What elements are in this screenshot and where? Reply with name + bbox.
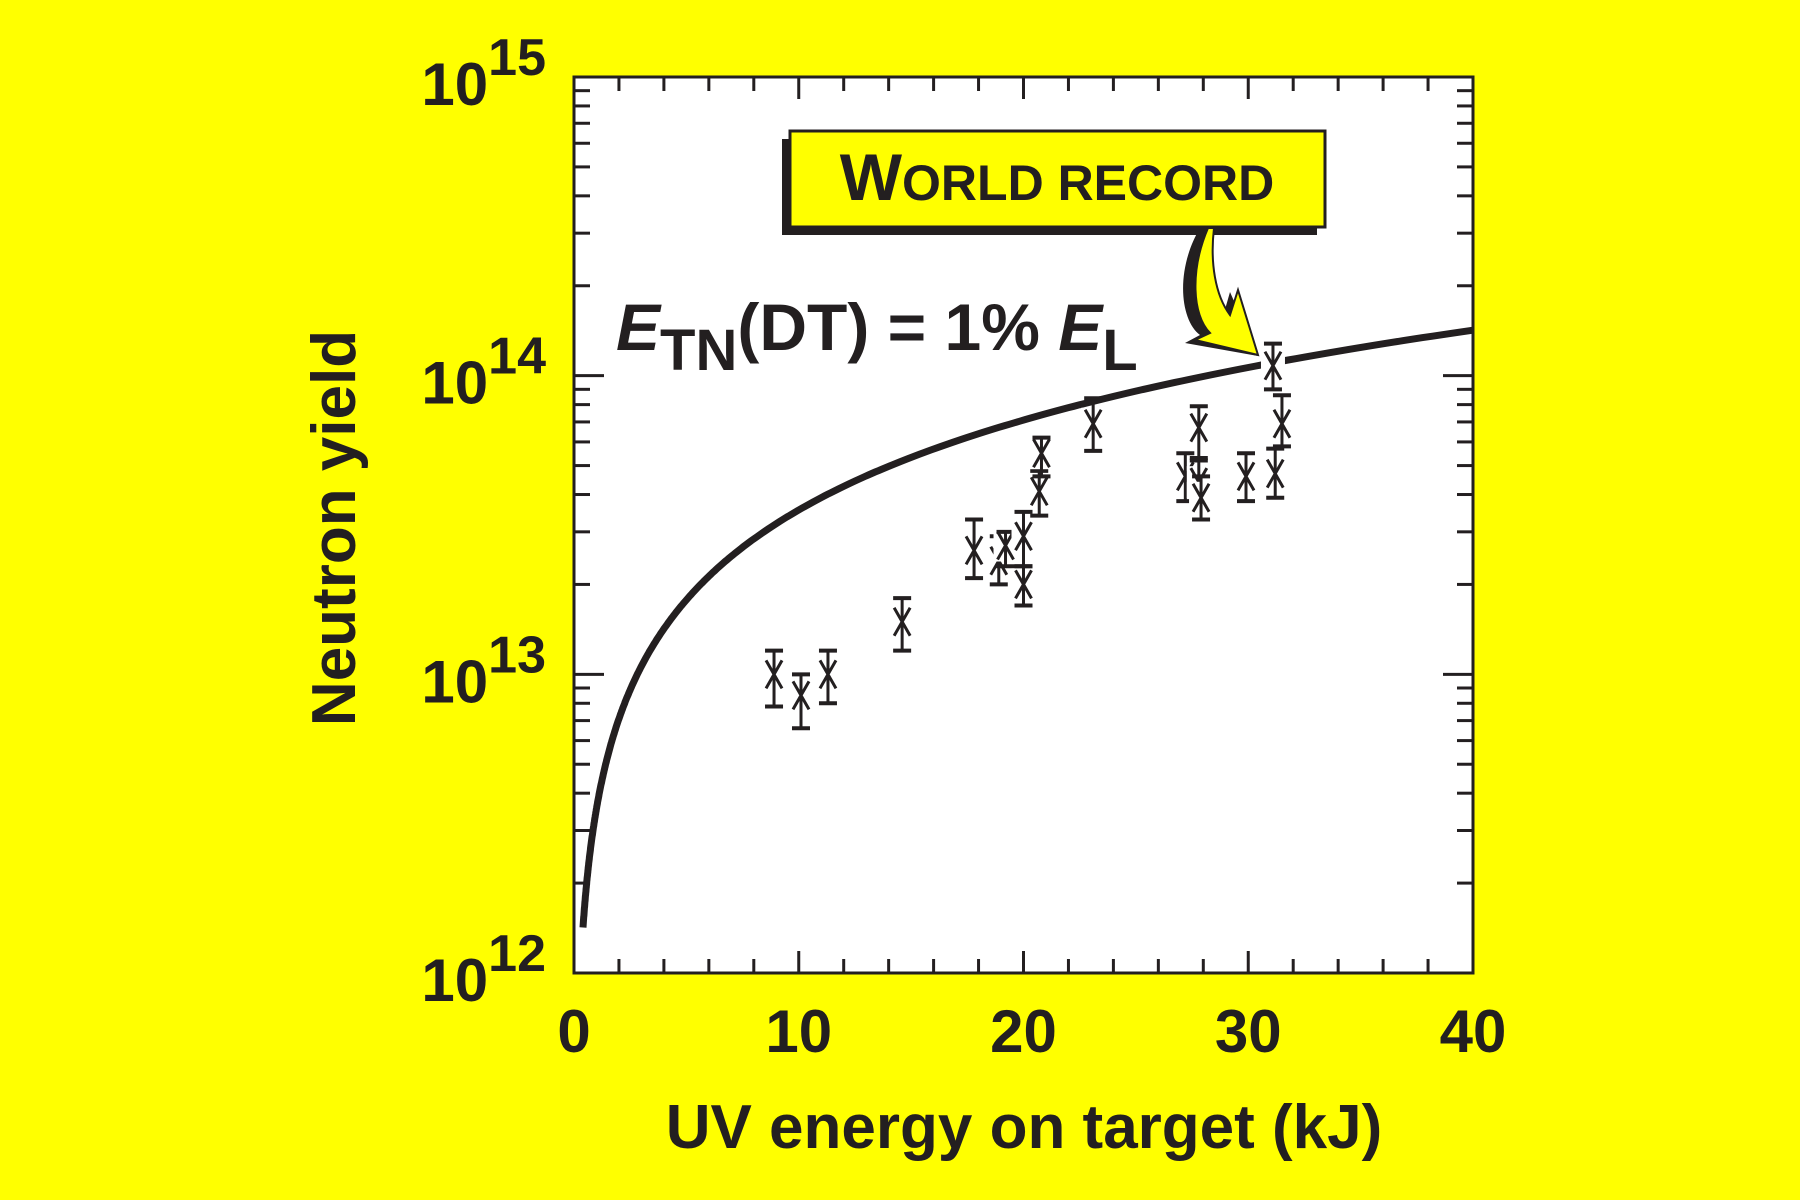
y-tick-label: 1013 — [421, 626, 546, 715]
callout-arrow-icon — [1191, 227, 1260, 357]
theory-curve-group — [579, 326, 1474, 928]
callout-first-letter: W — [840, 140, 903, 214]
x-marker — [1236, 461, 1256, 492]
x-tick-label: 20 — [990, 998, 1057, 1065]
plot-frame — [572, 75, 1475, 975]
data-point — [962, 517, 987, 581]
formula-sub-l: L — [1102, 318, 1137, 383]
data-point — [1234, 451, 1259, 504]
y-tick-exponent: 14 — [488, 328, 546, 386]
y-tick-label: 1012 — [421, 925, 546, 1014]
formula-sub-tn: TN — [660, 318, 737, 383]
formula-e2: E — [1058, 290, 1104, 364]
data-point — [762, 648, 787, 709]
data-point — [1260, 341, 1285, 392]
curve-formula-label: ETN(DT) = 1% EL — [616, 290, 1138, 383]
x-tick-label: 40 — [1440, 998, 1507, 1065]
x-marker — [818, 659, 838, 690]
y-tick-base: 10 — [421, 350, 488, 417]
x-marker — [791, 680, 811, 711]
x-marker — [1032, 438, 1051, 468]
data-point — [1081, 396, 1106, 453]
formula-e: E — [616, 290, 662, 364]
x-marker — [996, 530, 1015, 561]
x-tick-label: 30 — [1215, 998, 1282, 1065]
y-tick-label: 1015 — [421, 29, 546, 118]
y-tick-label: 1014 — [421, 328, 546, 417]
x-marker — [1014, 521, 1033, 551]
x-marker — [1029, 476, 1049, 507]
world-record-callout: WORLD RECORD — [782, 129, 1327, 357]
data-point — [788, 672, 813, 731]
data-point — [1011, 564, 1036, 608]
x-marker — [1263, 350, 1283, 381]
x-marker — [1083, 409, 1103, 439]
data-point — [1029, 435, 1054, 479]
y-axis-label: Neutron yield — [300, 330, 369, 726]
callout-box — [788, 129, 1327, 229]
y-tick-base: 10 — [421, 648, 488, 715]
x-marker — [964, 535, 984, 566]
y-tick-base: 10 — [421, 947, 488, 1014]
formula-rest: (DT) = 1% — [737, 290, 1058, 364]
y-tick-exponent: 15 — [488, 29, 546, 87]
callout-rest: ORLD RECORD — [902, 155, 1274, 211]
data-point — [815, 648, 840, 706]
data-points — [762, 341, 1294, 731]
data-point — [890, 596, 915, 653]
callout-text: WORLD RECORD — [840, 140, 1275, 214]
x-tick-label: 10 — [765, 998, 832, 1065]
x-marker — [1189, 412, 1209, 443]
x-marker — [1014, 569, 1033, 600]
x-marker — [892, 606, 912, 637]
x-axis-label: UV energy on target (kJ) — [666, 1093, 1383, 1162]
x-marker — [764, 659, 784, 690]
x-marker — [1272, 409, 1292, 439]
x-marker — [1265, 458, 1285, 489]
axis-ticks — [572, 77, 1475, 975]
y-tick-exponent: 12 — [488, 925, 546, 983]
data-point — [1269, 393, 1294, 449]
data-point — [1189, 474, 1214, 522]
data-point — [1263, 446, 1288, 500]
data-point — [1186, 404, 1211, 461]
theory-curve — [579, 326, 1474, 928]
x-tick-labels: 0 10 20 30 40 — [557, 998, 1506, 1065]
x-marker — [1191, 483, 1211, 513]
y-tick-base: 10 — [421, 51, 488, 118]
y-tick-exponent: 13 — [488, 626, 546, 684]
x-tick-label: 0 — [557, 998, 590, 1065]
